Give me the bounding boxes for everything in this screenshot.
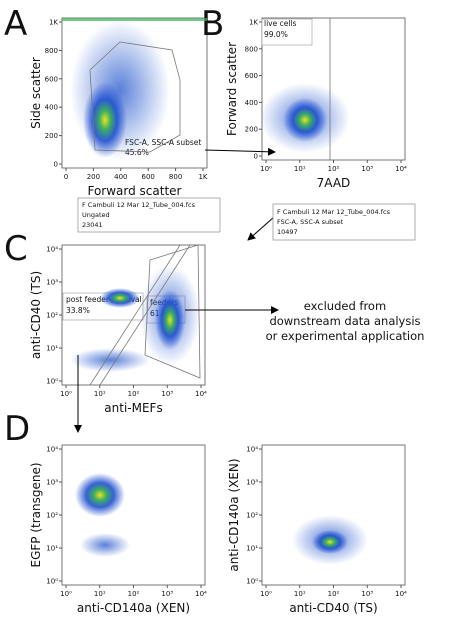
y-tick-label: 400 [45, 104, 58, 112]
x-tick-label: 400 [114, 173, 127, 181]
y-tick-label: 400 [245, 99, 258, 107]
y-tick-label: 10⁴ [46, 246, 58, 254]
y-axis-label: Side scatter [29, 57, 43, 129]
y-tick-label: 200 [245, 126, 258, 134]
y-tick-label: 1K [49, 19, 58, 27]
x-axis-label: anti-MEFs [104, 401, 162, 415]
panels: A 0 200 400 600 800 1K 0 200 400 600 800 1K Forward s… [4, 4, 407, 615]
info-box [272, 203, 416, 241]
gate [89, 244, 191, 386]
y-axis-label: anti-CD40 (TS) [29, 271, 43, 359]
x-tick-label: 10³ [161, 390, 173, 398]
y-tick-label: 10⁰ [246, 578, 258, 586]
x-axis-label: anti-CD140a (XEN) [77, 601, 190, 615]
arrow [204, 147, 276, 156]
x-tick-label: 600 [142, 173, 155, 181]
x-tick-label: 10¹ [294, 590, 306, 598]
x-tick-label: 10³ [361, 590, 373, 598]
annotation: excluded from [304, 299, 386, 313]
info-line: 10497 [277, 228, 298, 236]
x-tick-label: 10⁴ [395, 165, 407, 173]
y-axis-label: anti-CD140a (XEN) [227, 458, 241, 571]
x-tick-label: 10⁴ [195, 590, 207, 598]
plot-area [61, 444, 206, 586]
panel-letter: C [4, 229, 28, 269]
info-box [77, 197, 221, 233]
density-clouds [62, 18, 368, 565]
y-tick-label: 200 [45, 132, 58, 140]
y-tick-label: 10⁴ [246, 446, 258, 454]
y-tick-label: 1K [249, 19, 258, 27]
panel-letter: B [201, 4, 224, 44]
x-tick-label: 10² [328, 165, 340, 173]
y-axis-label: Forward scatter [225, 42, 239, 136]
y-tick-label: 800 [245, 45, 258, 53]
x-axis-label: Forward scatter [87, 184, 181, 198]
x-tick-label: 10³ [361, 165, 373, 173]
x-axis-label: 7AAD [317, 176, 351, 190]
x-tick-label: 10³ [161, 590, 173, 598]
x-tick-label: 10² [128, 390, 140, 398]
y-tick-label: 10³ [246, 479, 258, 487]
y-tick-label: 10³ [46, 279, 58, 287]
y-tick-label: 10⁴ [46, 446, 58, 454]
info-line: F Cambuli 12 Mar 12_Tube_004.fcs [82, 201, 196, 209]
x-tick-label: 10⁰ [60, 590, 72, 598]
y-tick-label: 10⁰ [46, 378, 58, 386]
y-tick-label: 10⁰ [46, 578, 58, 586]
gate-percent: 33.8% [66, 306, 90, 315]
gate-percent: 99.0% [264, 30, 288, 39]
x-tick-label: 10⁴ [395, 590, 407, 598]
y-tick-label: 0 [254, 153, 258, 161]
x-tick-label: 10² [328, 590, 340, 598]
x-tick-label: 1K [198, 173, 207, 181]
y-tick-label: 10¹ [46, 545, 58, 553]
gate-name: live cells [264, 19, 297, 28]
info-line: F Cambuli 12 Mar 12_Tube_004.fcs [277, 208, 391, 216]
y-tick-label: 10² [46, 512, 58, 520]
y-tick-label: 800 [45, 47, 58, 55]
x-tick-label: 10⁰ [260, 590, 272, 598]
y-tick-label: 0 [54, 161, 58, 169]
x-tick-label: 10¹ [294, 165, 306, 173]
gate [89, 41, 181, 153]
x-tick-label: 10¹ [94, 590, 106, 598]
y-tick-label: 600 [245, 72, 258, 80]
y-tick-label: 10² [46, 312, 58, 320]
x-tick-label: 10⁰ [60, 390, 72, 398]
info-line: Ungated [82, 211, 110, 219]
y-tick-label: 10¹ [46, 345, 58, 353]
y-tick-label: 10³ [46, 479, 58, 487]
panel-letter: A [4, 4, 27, 44]
x-tick-label: 0 [64, 173, 68, 181]
y-tick-label: 10² [246, 512, 258, 520]
x-tick-label: 10² [128, 590, 140, 598]
y-axis-label: EGFP (transgene) [29, 462, 43, 567]
x-tick-label: 10⁴ [195, 390, 207, 398]
x-tick-label: 10¹ [94, 390, 106, 398]
gate-name: FSC-A, SSC-A subset [125, 138, 201, 147]
y-tick-label: 10¹ [246, 545, 258, 553]
x-tick-label: 10⁰ [260, 165, 272, 173]
x-tick-label: 800 [169, 173, 182, 181]
gate-label-box [261, 18, 313, 46]
info-line: FSC-A, SSC-A subset [277, 218, 344, 226]
y-tick-label: 600 [45, 75, 58, 83]
annotation: or experimental application [266, 329, 425, 343]
x-axis-label: anti-CD40 (TS) [289, 601, 377, 615]
annotation: downstream data analysis [269, 314, 420, 328]
gate [144, 244, 201, 379]
info-line: 23041 [82, 221, 103, 229]
panel-letter: D [4, 409, 30, 449]
x-tick-label: 200 [87, 173, 100, 181]
